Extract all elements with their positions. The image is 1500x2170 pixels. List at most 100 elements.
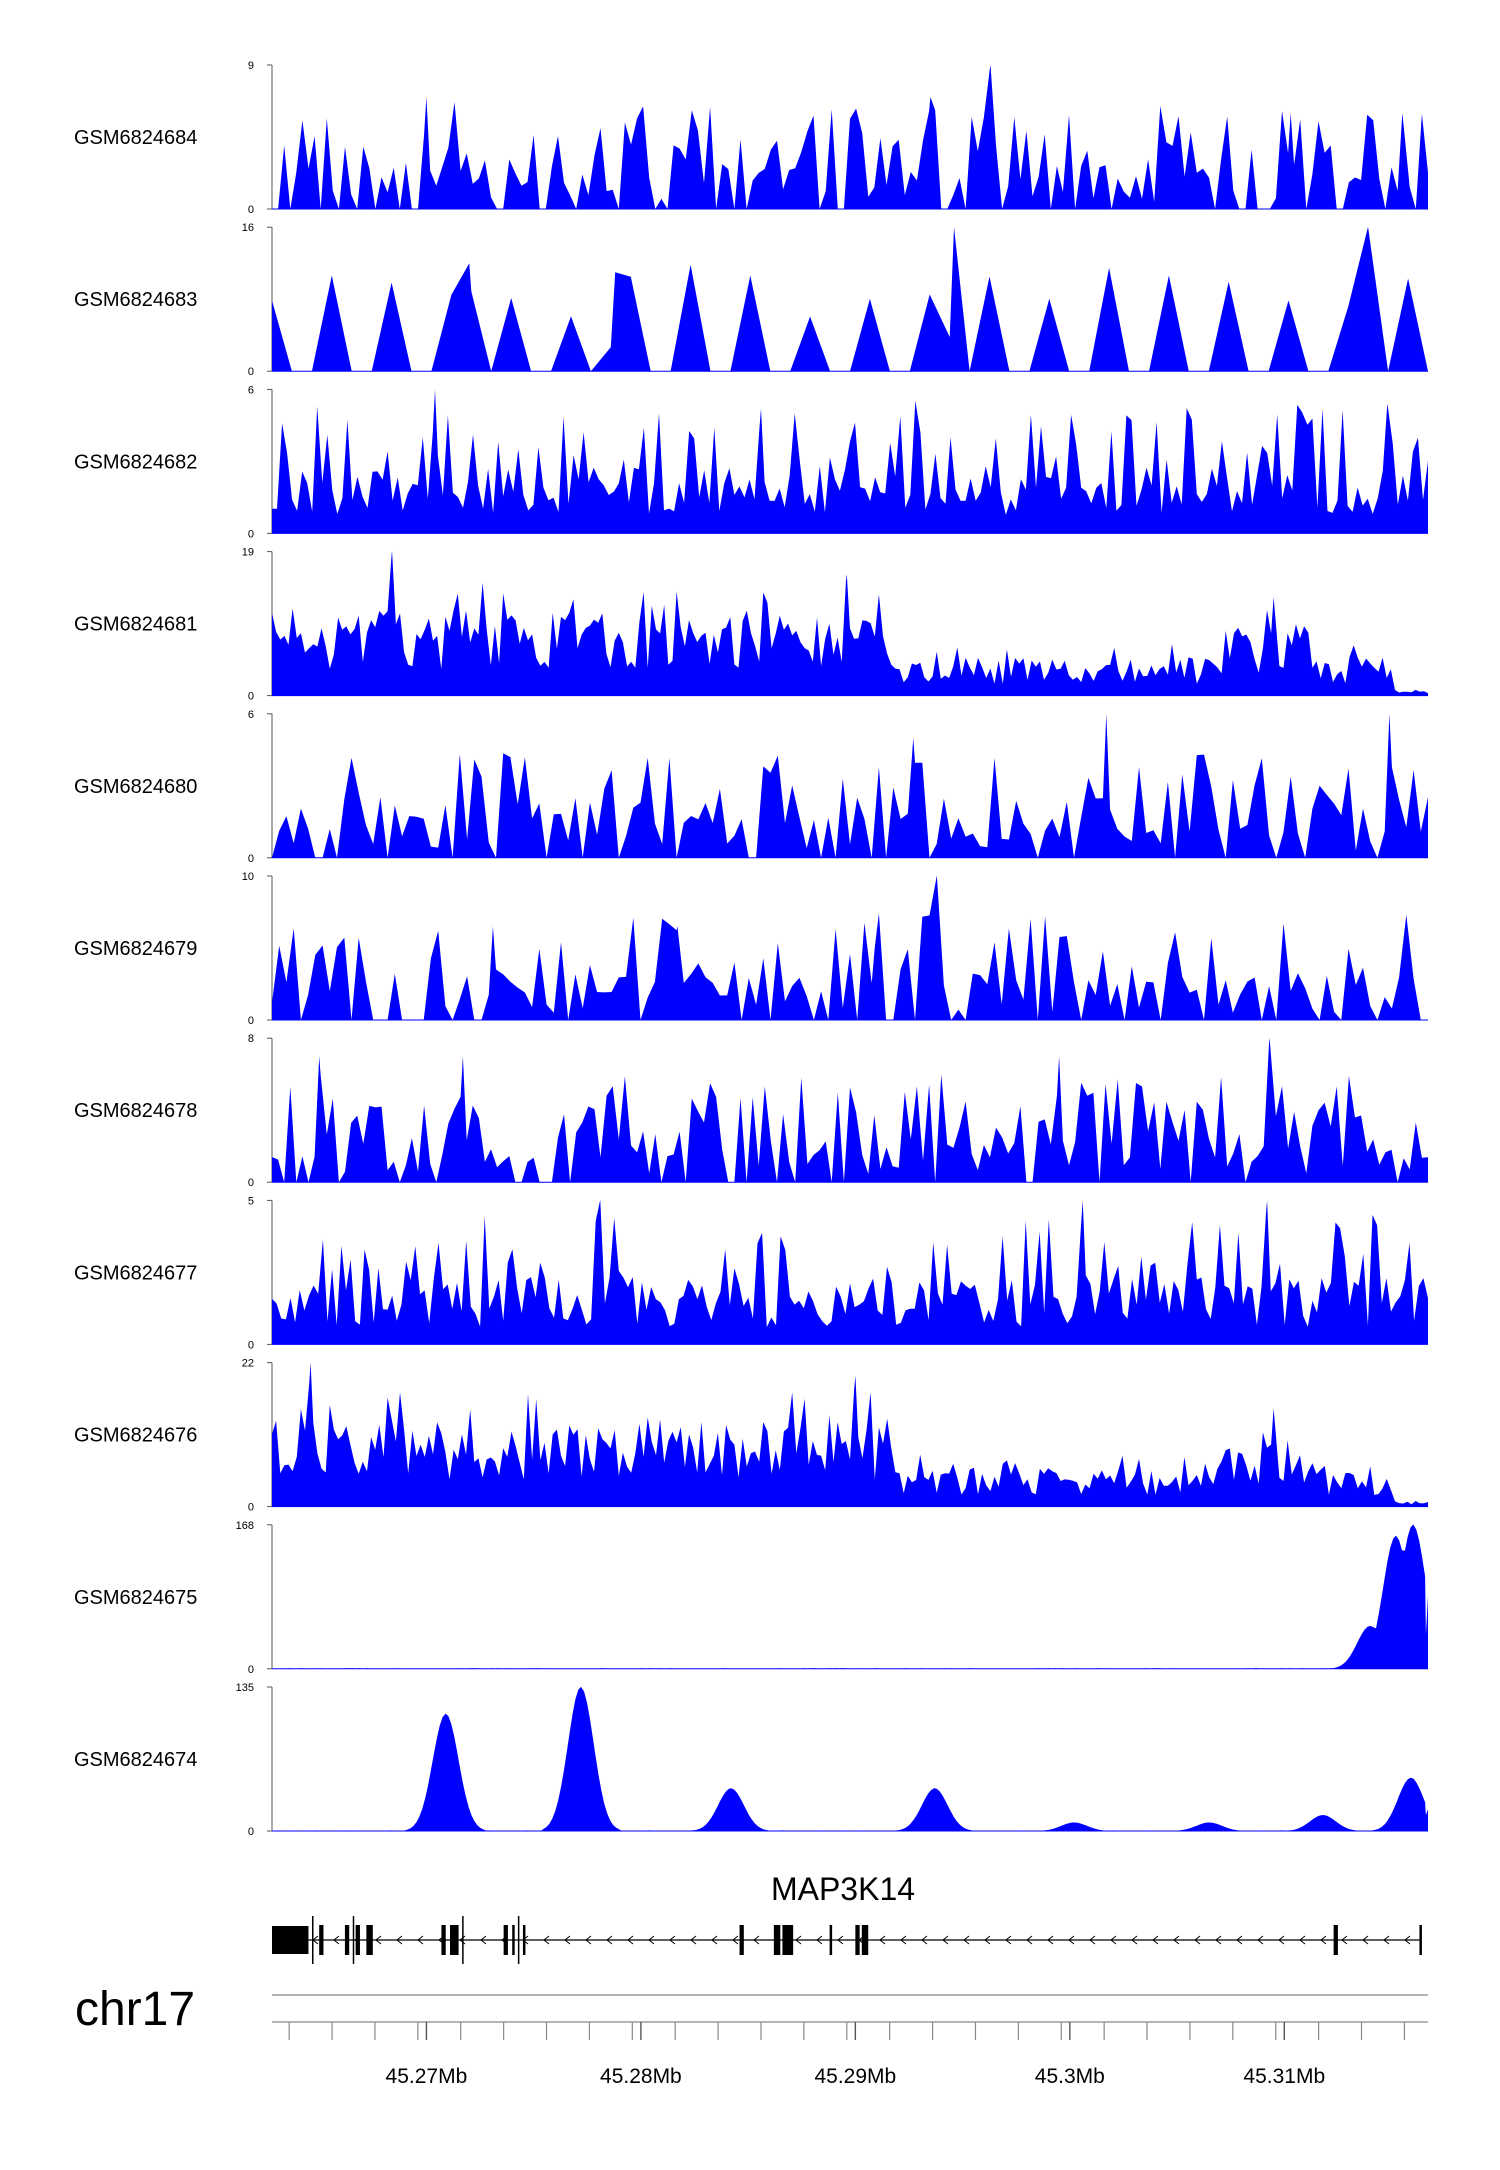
track-label: GSM6824683 [74,289,197,311]
coverage-area [272,65,1428,209]
strand-arrow [711,1935,718,1945]
strand-arrow [690,1935,697,1945]
track-GSM6824679: GSM6824679 10 0 [74,871,1428,1027]
x-tick-label: 45.27Mb [386,2065,468,2088]
y-zero-label: 0 [248,204,254,216]
track-GSM6824675: GSM6824675 168 0 [74,1520,1428,1676]
track-GSM6824678: GSM6824678 8 0 [74,1033,1428,1189]
x-tick-label: 45.3Mb [1035,2065,1105,2088]
strand-arrow [417,1935,424,1945]
strand-arrow [1110,1935,1117,1945]
strand-arrow [1278,1935,1285,1945]
exon [522,1925,526,1955]
strand-arrow [1362,1935,1369,1945]
track-label: GSM6824679 [74,938,197,960]
coverage-area [272,551,1428,696]
exon [441,1925,446,1955]
y-zero-label: 0 [248,1339,254,1351]
tracks-layer: GSM682468490GSM6824683160GSM682468260GSM… [74,60,1428,1838]
exon [1333,1925,1338,1955]
y-zero-label: 0 [248,1826,254,1838]
x-tick-label: 45.31Mb [1243,2065,1325,2088]
track-label: GSM6824681 [74,614,197,636]
strand-arrow [1152,1935,1159,1945]
exon [344,1925,350,1955]
track-GSM6824681: GSM6824681 19 0 [74,547,1428,703]
y-zero-label: 0 [248,1177,254,1189]
strand-arrow [1383,1935,1390,1945]
exon [829,1925,833,1955]
coverage-area [272,1687,1428,1831]
coverage-area [272,389,1428,534]
exon [855,1925,860,1955]
strand-arrow [564,1935,571,1945]
strand-arrow [1257,1935,1264,1945]
x-tick-label: 45.29Mb [814,2065,896,2088]
strand-arrow [1299,1935,1306,1945]
track-GSM6824676: GSM6824676 22 0 [74,1358,1428,1514]
strand-arrow [963,1935,970,1945]
y-max-label: 16 [242,222,254,234]
y-max-label: 22 [242,1358,254,1370]
strand-arrow [879,1935,886,1945]
exon [861,1925,869,1955]
strand-arrow [900,1935,907,1945]
exon [355,1925,360,1955]
track-GSM6824683: GSM6824683 16 0 [74,222,1428,378]
y-max-label: 8 [248,1033,254,1045]
strand-arrow [795,1935,802,1945]
strand-arrow [1047,1935,1054,1945]
strand-arrow [753,1935,760,1945]
y-max-label: 6 [248,384,254,396]
gene-label: MAP3K14 [771,1871,915,1907]
track-GSM6824677: GSM6824677 5 0 [74,1195,1428,1351]
track-GSM6824674: GSM6824674 135 0 [74,1682,1428,1838]
strand-arrow [1131,1935,1138,1945]
y-zero-label: 0 [248,1502,254,1514]
strand-arrow [627,1935,634,1945]
strand-arrow [1068,1935,1075,1945]
exon [1419,1925,1422,1955]
track-GSM6824684: GSM6824684 9 0 [74,60,1428,216]
coverage-area [272,1362,1428,1507]
strand-arrow [543,1935,550,1945]
y-max-label: 6 [248,709,254,721]
strand-arrow [585,1935,592,1945]
exon [319,1925,324,1955]
gene-model: MAP3K14 [272,1871,1422,1964]
track-label: GSM6824677 [74,1262,197,1284]
y-max-label: 5 [248,1195,254,1207]
y-max-label: 135 [236,1682,254,1694]
y-zero-label: 0 [248,853,254,865]
exon [773,1925,781,1955]
strand-arrow [1341,1935,1348,1945]
strand-arrow [669,1935,676,1945]
track-GSM6824680: GSM6824680 6 0 [74,709,1428,865]
strand-arrow [732,1935,739,1945]
exon [450,1925,459,1955]
genome-axis: chr17 45.27Mb 45.28Mb 45.29Mb 45.3Mb 45.31Mb [75,1983,1428,2088]
y-max-label: 19 [242,547,254,559]
y-zero-label: 0 [248,1664,254,1676]
strand-arrow [984,1935,991,1945]
track-label: GSM6824684 [74,127,197,149]
chromosome-label: chr17 [75,1983,195,2036]
exon [366,1925,373,1955]
strand-arrow [375,1935,382,1945]
strand-arrow [648,1935,655,1945]
y-zero-label: 0 [248,1015,254,1027]
y-max-label: 9 [248,60,254,72]
coverage-area [272,1038,1428,1183]
exon [503,1925,508,1955]
strand-arrow [396,1935,403,1945]
strand-arrow [1026,1935,1033,1945]
exon [512,1925,515,1955]
strand-arrow [816,1935,823,1945]
strand-arrow [1194,1935,1201,1945]
y-zero-label: 0 [248,528,254,540]
exon [272,1926,309,1954]
y-max-label: 10 [242,871,254,883]
strand-arrow [1236,1935,1243,1945]
strand-arrow [1005,1935,1012,1945]
